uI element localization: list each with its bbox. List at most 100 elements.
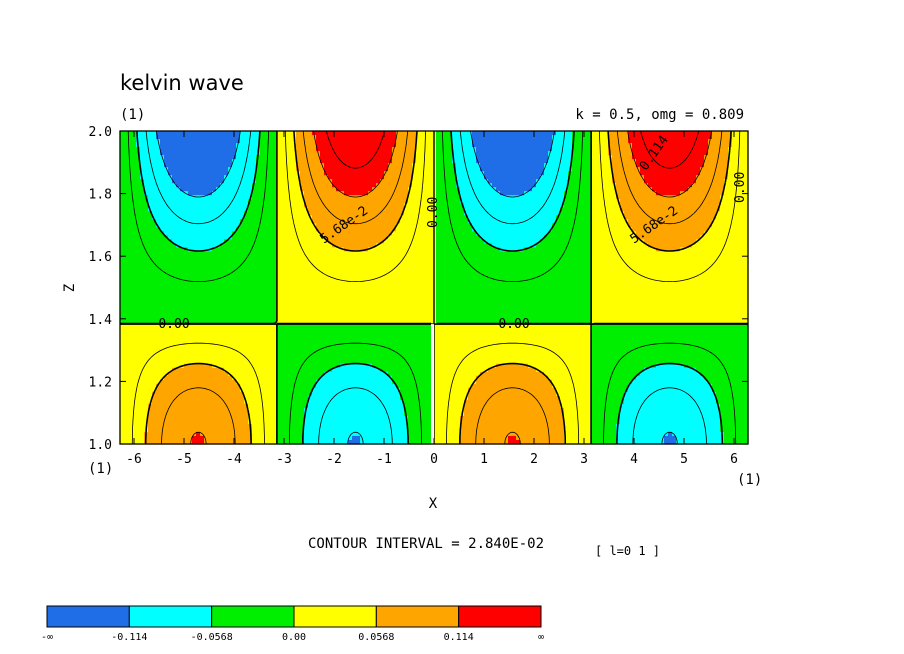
field-cell [628, 223, 713, 228]
field-cell [592, 291, 749, 297]
field-cell [296, 139, 317, 144]
field-cell [628, 131, 713, 136]
field-cell [628, 219, 713, 224]
field-cell [644, 239, 697, 244]
field-cell [592, 187, 617, 192]
field-cell [416, 135, 437, 140]
field-cell [436, 171, 457, 176]
field-cell [276, 323, 433, 329]
field-cell [648, 243, 693, 248]
field-cell [148, 411, 249, 417]
field-cell [468, 387, 557, 393]
field-cell [460, 423, 565, 429]
field-cell [636, 375, 705, 381]
field-cell [536, 243, 593, 248]
field-cell [552, 223, 593, 228]
field-cell [120, 323, 277, 329]
field-cell [120, 219, 157, 224]
field-cell [180, 187, 217, 192]
field-cell [592, 211, 625, 216]
field-cell [688, 187, 725, 192]
field-cell [716, 399, 749, 405]
field-cell [432, 423, 461, 429]
field-cell [432, 351, 593, 357]
field-cell [256, 163, 277, 168]
field-cell [432, 395, 469, 401]
field-cell [432, 411, 465, 417]
field-cell [320, 151, 393, 156]
field-cell [276, 391, 313, 397]
field-cell [236, 227, 277, 232]
field-cell [120, 151, 141, 156]
field-cell [436, 287, 593, 293]
field-cell [256, 155, 277, 160]
field-cell [480, 371, 545, 377]
field-cell [592, 375, 637, 381]
field-cell [304, 435, 353, 441]
field-cell [636, 159, 705, 164]
field-cell [432, 383, 473, 389]
field-cell [144, 435, 193, 441]
field-cell [276, 319, 437, 325]
field-cell [720, 427, 749, 433]
field-cell [120, 195, 149, 200]
field-cell [232, 159, 257, 164]
field-cell [188, 247, 213, 252]
field-cell [136, 143, 161, 148]
field-cell [468, 215, 557, 220]
field-cell [120, 179, 145, 184]
contour-label: 0.00 [733, 172, 748, 203]
field-cell [632, 227, 709, 232]
field-cell [300, 179, 333, 184]
field-cell [536, 179, 569, 184]
field-cell [592, 415, 621, 421]
y-tick-label: 1.0 [89, 438, 112, 453]
field-cell [304, 439, 349, 445]
field-cell [560, 395, 593, 401]
field-cell [148, 203, 249, 208]
x-tick-label: 1 [480, 452, 488, 467]
field-cell [592, 275, 749, 281]
field-cell [120, 359, 277, 365]
field-cell [276, 327, 433, 333]
field-cell [148, 403, 249, 409]
field-cell [120, 363, 185, 369]
field-cell [276, 223, 317, 228]
field-cell [324, 371, 389, 377]
field-cell [276, 243, 333, 248]
field-cell [592, 219, 629, 224]
field-cell [692, 243, 749, 248]
field-cell [276, 227, 317, 232]
field-cell [236, 155, 257, 160]
field-cell [352, 435, 361, 441]
field-cell [608, 131, 629, 136]
x-tick-label: 0 [430, 452, 438, 467]
field-cell [728, 175, 749, 180]
field-cell [436, 207, 465, 212]
field-cell [608, 147, 633, 152]
field-cell [416, 155, 437, 160]
field-cell [436, 151, 453, 156]
y-axis-label: Z [62, 284, 78, 292]
field-cell [276, 359, 433, 365]
field-cell [700, 235, 749, 240]
field-cell [620, 207, 721, 212]
field-cell [696, 239, 749, 244]
field-cell [248, 407, 277, 413]
field-cell [308, 403, 405, 409]
field-cell [612, 171, 641, 176]
field-cell [212, 247, 277, 252]
field-cell [476, 231, 549, 236]
field-cell [396, 227, 437, 232]
field-cell [388, 235, 437, 240]
field-cell [276, 307, 437, 313]
field-cell [240, 383, 277, 389]
field-cell [592, 163, 613, 168]
field-cell [452, 151, 477, 156]
field-cell [328, 239, 385, 244]
field-cell [140, 147, 161, 152]
field-cell [436, 303, 593, 309]
field-cell [256, 167, 277, 172]
field-cell [592, 323, 749, 329]
field-cell [664, 439, 677, 445]
